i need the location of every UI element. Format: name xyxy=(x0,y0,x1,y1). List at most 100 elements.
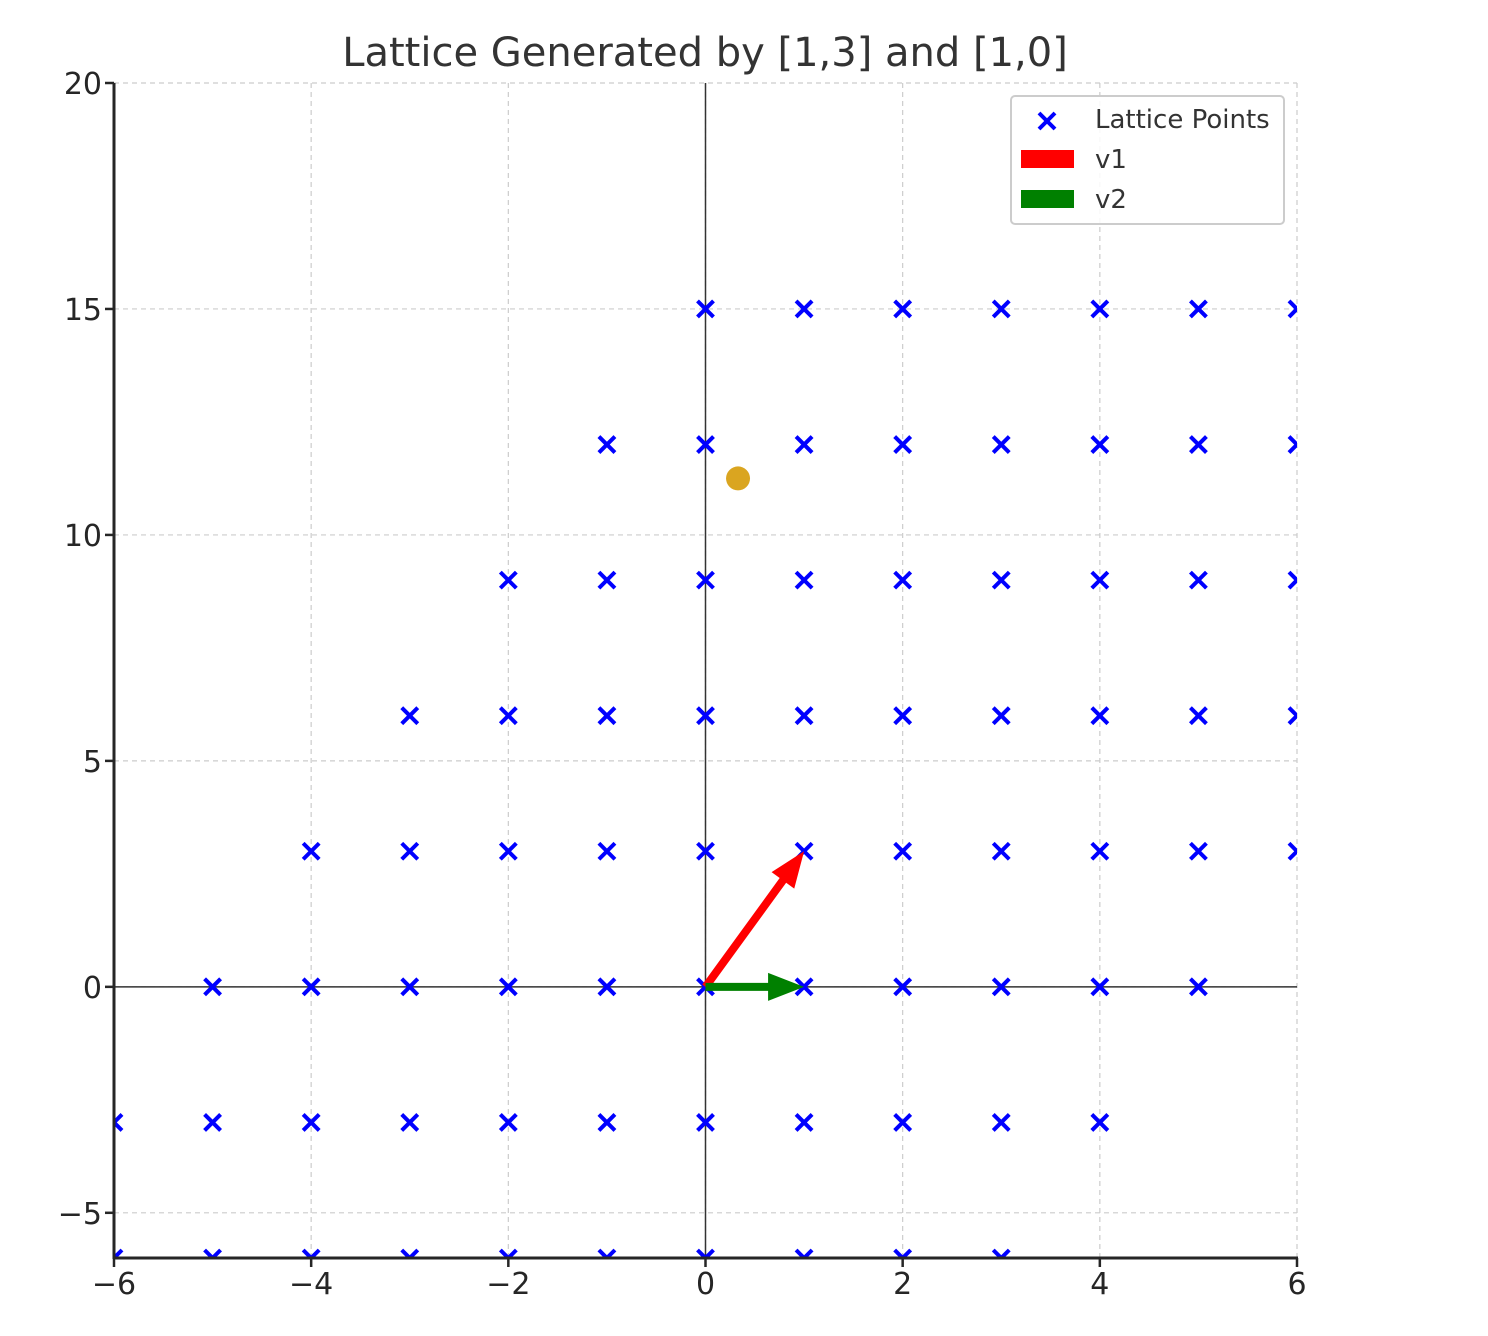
lattice-point-x-icon xyxy=(498,977,518,997)
lattice-point-x-icon xyxy=(794,299,814,319)
lattice-point-x-icon xyxy=(1090,1113,1110,1132)
lattice-point-x-icon xyxy=(301,841,321,861)
lattice-point-x-icon xyxy=(893,1248,913,1258)
lattice-point-x-icon xyxy=(1090,706,1110,726)
lattice-point-x-icon xyxy=(794,1113,814,1132)
arrow-v1-icon xyxy=(702,851,805,990)
lattice-point-x-icon xyxy=(1090,841,1110,861)
lattice-point-x-icon xyxy=(794,1248,814,1258)
lattice-point-x-icon xyxy=(893,1113,913,1132)
lattice-point-x-icon xyxy=(301,1248,321,1258)
lattice-point-x-icon xyxy=(893,435,913,454)
lattice-point-x-icon xyxy=(991,570,1011,590)
lattice-point-x-icon xyxy=(1189,570,1208,590)
lattice-point-x-icon xyxy=(991,977,1011,997)
x-tick-label: 4 xyxy=(1090,1267,1109,1302)
lattice-point-x-icon xyxy=(301,1113,321,1132)
gold-point xyxy=(726,466,751,491)
legend-label-v2: v2 xyxy=(1095,185,1127,215)
lattice-point-x-icon xyxy=(696,1113,715,1132)
lattice-point-x-icon xyxy=(597,435,617,454)
lattice-point-x-icon xyxy=(400,1113,420,1132)
lattice-point-x-icon xyxy=(400,977,420,997)
lattice-point-x-icon xyxy=(893,570,913,590)
lattice-point-x-icon xyxy=(498,1248,518,1258)
lattice-point-x-icon xyxy=(1287,706,1297,726)
y-tick-label: 10 xyxy=(64,519,102,554)
lattice-point-x-icon xyxy=(498,1113,518,1132)
x-tick-label: 6 xyxy=(1287,1267,1306,1302)
lattice-point-x-icon xyxy=(794,435,814,454)
lattice-points xyxy=(114,299,1297,1258)
lattice-point-x-icon xyxy=(893,841,913,861)
lattice-point-x-icon xyxy=(1287,435,1297,454)
lattice-point-x-icon xyxy=(893,706,913,726)
lattice-point-x-icon xyxy=(597,977,617,997)
lattice-point-x-icon xyxy=(203,977,222,997)
lattice-point-x-icon xyxy=(794,570,814,590)
arrow-v2-icon xyxy=(705,972,805,1001)
y-tick-label: 20 xyxy=(64,67,102,102)
lattice-point-x-icon xyxy=(991,1248,1011,1258)
lattice-point-x-icon xyxy=(1287,299,1297,319)
lattice-point-x-icon xyxy=(696,841,715,861)
lattice-point-x-icon xyxy=(498,570,518,590)
lattice-point-x-icon xyxy=(1287,841,1297,861)
lattice-point-x-icon xyxy=(597,841,617,861)
lattice-point-x-icon xyxy=(498,841,518,861)
x-tick-label: −4 xyxy=(289,1267,333,1302)
lattice-point-x-icon xyxy=(114,1113,124,1132)
lattice-point-x-icon xyxy=(1189,977,1208,997)
legend-label-lattice-points: Lattice Points xyxy=(1095,105,1270,135)
lattice-point-x-icon xyxy=(203,1248,222,1258)
lattice-point-x-icon xyxy=(1189,299,1208,319)
y-tick-label: 0 xyxy=(83,971,102,1006)
lattice-point-x-icon xyxy=(794,706,814,726)
basis-vectors xyxy=(702,851,805,1001)
lattice-point-x-icon xyxy=(893,977,913,997)
lattice-point-x-icon xyxy=(1189,706,1208,726)
lattice-point-x-icon xyxy=(498,706,518,726)
lattice-point-x-icon xyxy=(991,435,1011,454)
lattice-point-x-icon xyxy=(991,299,1011,319)
lattice-point-x-icon xyxy=(991,841,1011,861)
lattice-point-x-icon xyxy=(597,570,617,590)
lattice-point-x-icon xyxy=(1090,435,1110,454)
axis-ticks: −6 −4 −2 0 2 4 6 −5 0 5 10 15 20 xyxy=(58,67,1307,1302)
x-tick-label: 0 xyxy=(696,1267,715,1302)
lattice-point-x-icon xyxy=(400,706,420,726)
lattice-point-x-icon xyxy=(1090,977,1110,997)
legend: Lattice Points v1 v2 xyxy=(1010,95,1285,225)
y-tick-label: 5 xyxy=(83,745,102,780)
legend-patch-v1-icon xyxy=(1021,150,1074,168)
lattice-point-x-icon xyxy=(1090,299,1110,319)
lattice-point-x-icon xyxy=(400,841,420,861)
lattice-point-x-icon xyxy=(203,1113,222,1132)
lattice-point-x-icon xyxy=(696,570,715,590)
lattice-point-x-icon xyxy=(597,1113,617,1132)
lattice-point-x-icon xyxy=(991,1113,1011,1132)
legend-box xyxy=(1010,95,1285,225)
y-tick-label: −5 xyxy=(58,1197,102,1232)
chart-title: Lattice Generated by [1,3] and [1,0] xyxy=(342,30,1068,76)
lattice-point-x-icon xyxy=(696,435,715,454)
lattice-point-x-icon xyxy=(696,1248,715,1258)
y-tick-label: 15 xyxy=(64,293,102,328)
lattice-point-x-icon xyxy=(696,706,715,726)
x-tick-label: −2 xyxy=(486,1267,530,1302)
lattice-point-x-icon xyxy=(1090,570,1110,590)
x-tick-label: −6 xyxy=(92,1267,136,1302)
lattice-point-x-icon xyxy=(1189,435,1208,454)
lattice-point-x-icon xyxy=(114,1248,124,1258)
x-tick-label: 2 xyxy=(893,1267,912,1302)
lattice-point-x-icon xyxy=(893,299,913,319)
lattice-point-x-icon xyxy=(400,1248,420,1258)
lattice-point-x-icon xyxy=(597,1248,617,1258)
lattice-point-x-icon xyxy=(991,706,1011,726)
target-point xyxy=(726,466,751,491)
lattice-point-x-icon xyxy=(1287,570,1297,590)
legend-marker-x-icon xyxy=(1037,111,1057,131)
zero-axes xyxy=(114,83,1297,1258)
lattice-point-x-icon xyxy=(597,706,617,726)
